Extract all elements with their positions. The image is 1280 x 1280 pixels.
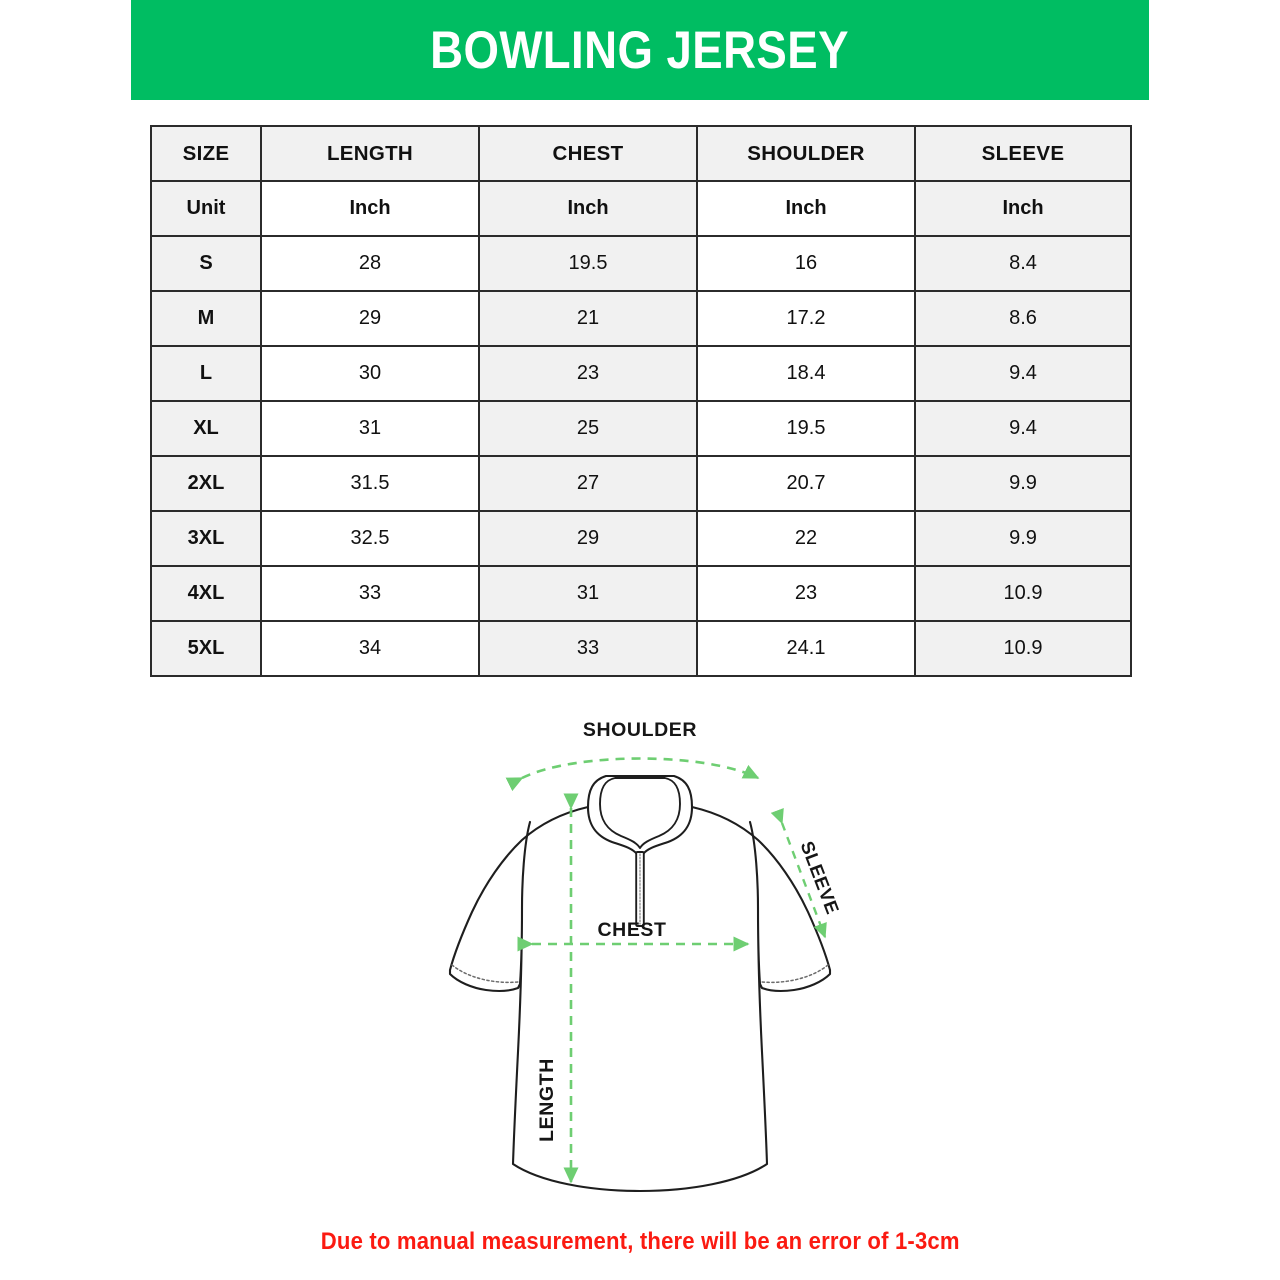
unit-sleeve: Inch xyxy=(914,180,1132,237)
cell-length: 29 xyxy=(260,290,480,347)
cell-sleeve: 8.6 xyxy=(914,290,1132,347)
column-header-sleeve: SLEEVE xyxy=(914,125,1132,182)
table-row: 4XL 33 31 23 10.9 xyxy=(150,565,1132,622)
table-row: 2XL 31.5 27 20.7 9.9 xyxy=(150,455,1132,512)
cell-chest: 19.5 xyxy=(478,235,698,292)
cell-sleeve: 9.4 xyxy=(914,345,1132,402)
unit-shoulder: Inch xyxy=(696,180,916,237)
measurement-disclaimer-text: Due to manual measurement, there will be… xyxy=(320,1228,960,1255)
cell-sleeve: 10.9 xyxy=(914,620,1132,677)
cell-shoulder: 19.5 xyxy=(696,400,916,457)
chest-label: CHEST xyxy=(597,919,666,941)
cell-chest: 25 xyxy=(478,400,698,457)
column-header-size: SIZE xyxy=(150,125,262,182)
cell-size: 5XL xyxy=(150,620,262,677)
cell-chest: 21 xyxy=(478,290,698,347)
cell-shoulder: 16 xyxy=(696,235,916,292)
cell-chest: 33 xyxy=(478,620,698,677)
cell-size: L xyxy=(150,345,262,402)
table-row-unit: Unit Inch Inch Inch Inch xyxy=(150,180,1132,237)
cell-shoulder: 23 xyxy=(696,565,916,622)
size-chart-table-container: SIZE LENGTH CHEST SHOULDER SLEEVE Unit I… xyxy=(150,125,1132,677)
cell-shoulder: 17.2 xyxy=(696,290,916,347)
unit-length: Inch xyxy=(260,180,480,237)
cell-sleeve: 9.9 xyxy=(914,510,1132,567)
column-header-length: LENGTH xyxy=(260,125,480,182)
unit-label: Unit xyxy=(150,180,262,237)
table-row: L 30 23 18.4 9.4 xyxy=(150,345,1132,402)
jersey-measurement-diagram: SHOULDER CHEST LENGTH SLEEVE xyxy=(410,712,870,1222)
table-row: S 28 19.5 16 8.4 xyxy=(150,235,1132,292)
cell-sleeve: 9.4 xyxy=(914,400,1132,457)
cell-length: 33 xyxy=(260,565,480,622)
cell-size: 3XL xyxy=(150,510,262,567)
cell-chest: 27 xyxy=(478,455,698,512)
measurement-disclaimer: Due to manual measurement, there will be… xyxy=(0,1228,1280,1256)
column-header-shoulder: SHOULDER xyxy=(696,125,916,182)
table-row: 3XL 32.5 29 22 9.9 xyxy=(150,510,1132,567)
page-title: BOWLING JERSEY xyxy=(430,20,850,80)
cell-size: 2XL xyxy=(150,455,262,512)
cell-size: 4XL xyxy=(150,565,262,622)
header-banner: BOWLING JERSEY xyxy=(131,0,1149,100)
cell-size: M xyxy=(150,290,262,347)
cell-size: XL xyxy=(150,400,262,457)
cell-length: 32.5 xyxy=(260,510,480,567)
cell-length: 31 xyxy=(260,400,480,457)
cell-chest: 29 xyxy=(478,510,698,567)
cell-shoulder: 18.4 xyxy=(696,345,916,402)
sleeve-measure-arrow xyxy=(770,807,827,939)
length-label: LENGTH xyxy=(536,1058,558,1142)
cell-length: 34 xyxy=(260,620,480,677)
cell-length: 30 xyxy=(260,345,480,402)
cell-chest: 23 xyxy=(478,345,698,402)
cell-chest: 31 xyxy=(478,565,698,622)
cell-sleeve: 9.9 xyxy=(914,455,1132,512)
column-header-chest: CHEST xyxy=(478,125,698,182)
size-chart-table: SIZE LENGTH CHEST SHOULDER SLEEVE Unit I… xyxy=(150,125,1132,677)
table-row: M 29 21 17.2 8.6 xyxy=(150,290,1132,347)
cell-sleeve: 8.4 xyxy=(914,235,1132,292)
cell-length: 28 xyxy=(260,235,480,292)
shoulder-measure-arrow xyxy=(505,757,760,792)
cell-shoulder: 20.7 xyxy=(696,455,916,512)
cell-sleeve: 10.9 xyxy=(914,565,1132,622)
cell-size: S xyxy=(150,235,262,292)
table-row: XL 31 25 19.5 9.4 xyxy=(150,400,1132,457)
unit-chest: Inch xyxy=(478,180,698,237)
cell-length: 31.5 xyxy=(260,455,480,512)
cell-shoulder: 24.1 xyxy=(696,620,916,677)
jersey-outline-icon xyxy=(448,774,832,1193)
shoulder-label: SHOULDER xyxy=(583,719,697,741)
table-row: 5XL 34 33 24.1 10.9 xyxy=(150,620,1132,677)
cell-shoulder: 22 xyxy=(696,510,916,567)
table-header-row: SIZE LENGTH CHEST SHOULDER SLEEVE xyxy=(150,125,1132,182)
